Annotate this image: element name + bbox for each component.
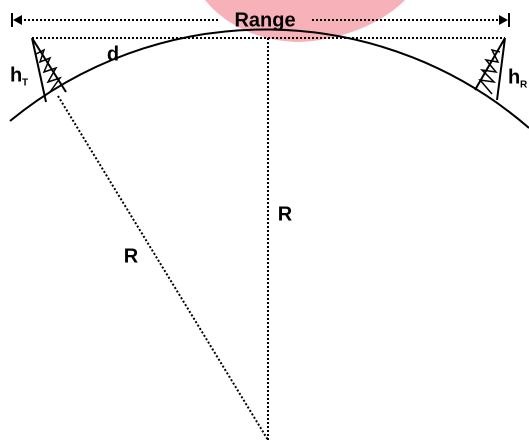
hr-subscript: R <box>520 80 528 91</box>
tower-left-zigzag <box>35 48 62 93</box>
range-label: Range <box>234 9 295 31</box>
tower-left <box>31 37 67 103</box>
arrowhead-right <box>499 15 508 25</box>
r-diagonal-label: R <box>124 245 139 267</box>
watermark <box>205 0 405 42</box>
r-vertical-label: R <box>278 203 293 225</box>
d-label: d <box>107 43 119 65</box>
ht-subscript: T <box>22 78 28 89</box>
earth-surface <box>9 28 529 129</box>
ht-label: h <box>10 64 22 86</box>
tower-right-zigzag <box>478 48 501 95</box>
arrowhead-left <box>13 15 22 25</box>
hr-label: h <box>508 66 520 88</box>
radius-diagonal <box>57 95 269 441</box>
